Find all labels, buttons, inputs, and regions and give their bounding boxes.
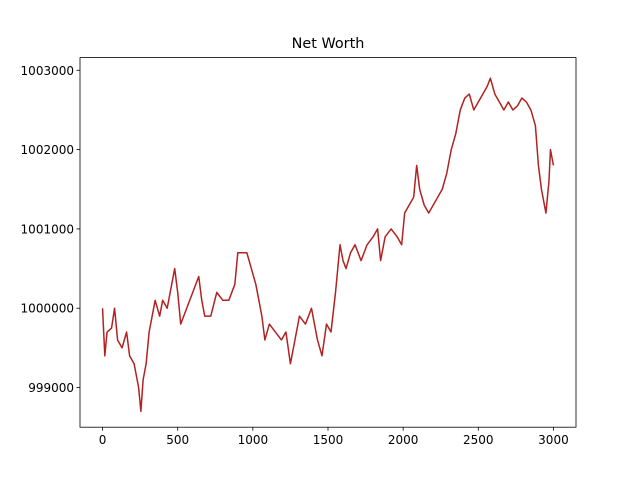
x-tick-label: 500 <box>166 433 189 447</box>
x-tick-label: 1000 <box>238 433 269 447</box>
x-tick-label: 1500 <box>313 433 344 447</box>
line-series <box>101 77 555 413</box>
y-tick-label: 1000000 <box>21 302 74 316</box>
y-tick-label: 999000 <box>28 381 74 395</box>
y-tick-label: 1001000 <box>21 222 74 236</box>
y-tick-label: 1002000 <box>21 143 74 157</box>
x-tick-label: 0 <box>99 433 107 447</box>
x-tick-label: 2000 <box>388 433 419 447</box>
x-tick-label: 2500 <box>463 433 494 447</box>
x-tick-label: 3000 <box>538 433 569 447</box>
y-tick-label: 1003000 <box>21 64 74 78</box>
chart-title: Net Worth <box>292 36 365 52</box>
plot-frame <box>79 57 577 428</box>
